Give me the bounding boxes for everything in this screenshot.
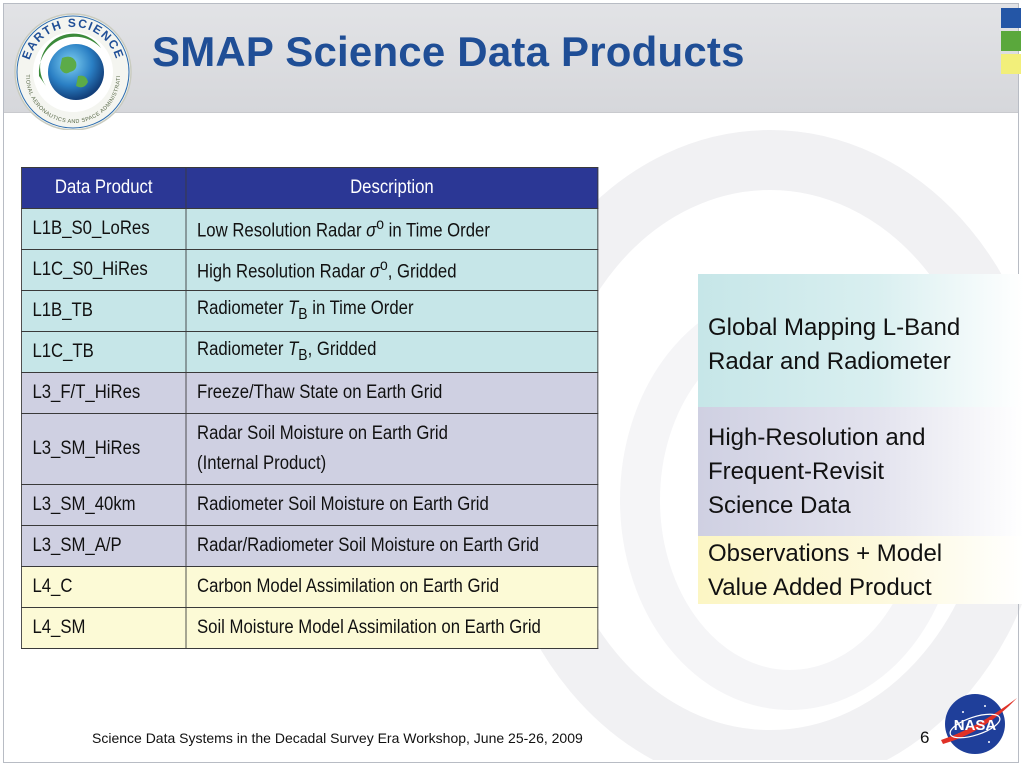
table-row: L1C_S0_HiRes High Resolution Radar σo, G…	[21, 249, 599, 291]
product-cell: L3_SM_HiRes	[21, 413, 187, 485]
header-data-product: Data Product	[21, 167, 187, 209]
description-cell: Radar/Radiometer Soil Moisture on Earth …	[185, 525, 599, 567]
description-cell: Freeze/Thaw State on Earth Grid	[185, 372, 599, 414]
side-box-line: Global Mapping L-Band	[708, 314, 961, 341]
description-cell: Low Resolution Radar σo in Time Order	[185, 208, 599, 250]
table-row: L4_C Carbon Model Assimilation on Earth …	[21, 566, 599, 608]
side-box-line: Science Data	[708, 492, 851, 519]
page-number: 6	[920, 728, 930, 747]
table-row: L3_SM_40km Radiometer Soil Moisture on E…	[21, 484, 599, 526]
product-cell: L1C_S0_HiRes	[21, 249, 187, 291]
footer-text: Science Data Systems in the Decadal Surv…	[92, 730, 583, 746]
description-text-end: , Gridded	[387, 261, 457, 283]
description-text: Radiometer	[197, 339, 289, 361]
product-cell: L1B_S0_LoRes	[21, 208, 187, 250]
side-box-high-resolution: High-Resolution and Frequent-Revisit Sci…	[698, 407, 1024, 536]
sigma-symbol: σ	[369, 261, 380, 283]
green-square	[1001, 31, 1021, 51]
earth-science-logo: EARTH SCIENCE NATIONAL AERONAUTICS AND S…	[6, 6, 132, 130]
side-box-line: Radar and Radiometer	[708, 348, 951, 375]
slide-title: SMAP Science Data Products	[152, 28, 745, 75]
table-row: L1B_TB Radiometer TB in Time Order	[21, 290, 599, 332]
side-box-line: High-Resolution and	[708, 424, 926, 451]
description-cell: Radiometer TB in Time Order	[185, 290, 599, 332]
description-text: Low Resolution Radar	[197, 220, 367, 242]
description-cell: Soil Moisture Model Assimilation on Eart…	[185, 607, 599, 649]
data-products-table: Data Product Description L1B_S0_LoRes Lo…	[21, 167, 599, 649]
description-cell: High Resolution Radar σo, Gridded	[185, 249, 599, 291]
tb-symbol: T	[288, 339, 299, 361]
description-cell: Carbon Model Assimilation on Earth Grid	[185, 566, 599, 608]
description-text-end: in Time Order	[384, 220, 490, 242]
side-box-line: Frequent-Revisit	[708, 458, 885, 485]
product-cell: L4_SM	[21, 607, 187, 649]
side-box-line: Value Added Product	[708, 574, 932, 601]
description-text: High Resolution Radar	[197, 261, 370, 283]
superscript-o: o	[376, 215, 384, 233]
table-row: L4_SM Soil Moisture Model Assimilation o…	[21, 607, 599, 649]
description-cell: Radiometer Soil Moisture on Earth Grid	[185, 484, 599, 526]
product-cell: L4_C	[21, 566, 187, 608]
nasa-meatball-logo: NASA	[941, 694, 1017, 754]
product-cell: L1C_TB	[21, 331, 187, 373]
description-text: Radiometer	[197, 298, 289, 320]
tb-symbol: T	[288, 298, 299, 320]
blue-square	[1001, 8, 1021, 28]
table-row: L1C_TB Radiometer TB, Gridded	[21, 331, 599, 373]
yellow-square	[1001, 54, 1021, 74]
table-row: L3_SM_HiRes Radar Soil Moisture on Earth…	[21, 413, 599, 485]
product-cell: L3_SM_A/P	[21, 525, 187, 567]
corner-squares	[1001, 8, 1021, 77]
sigma-symbol: σ	[366, 220, 377, 242]
description-text-end: , Gridded	[307, 339, 377, 361]
description-line-2: (Internal Product)	[197, 453, 327, 474]
description-line-1: Radar Soil Moisture on Earth Grid	[197, 423, 448, 444]
description-text-end: in Time Order	[307, 298, 414, 320]
side-box-observations-model: Observations + Model Value Added Product	[698, 536, 1024, 604]
nasa-logo-text: NASA	[954, 717, 997, 734]
superscript-o: o	[379, 256, 388, 274]
product-cell: L3_SM_40km	[21, 484, 187, 526]
description-cell: Radiometer TB, Gridded	[185, 331, 599, 373]
table-row: L3_F/T_HiRes Freeze/Thaw State on Earth …	[21, 372, 599, 414]
product-cell: L3_F/T_HiRes	[21, 372, 187, 414]
subscript-b: B	[298, 346, 308, 364]
side-box-line: Observations + Model	[708, 540, 943, 567]
subscript-b: B	[298, 305, 308, 323]
table-row: L3_SM_A/P Radar/Radiometer Soil Moisture…	[21, 525, 599, 567]
header-description: Description	[185, 167, 599, 209]
product-cell: L1B_TB	[21, 290, 187, 332]
side-box-global-mapping: Global Mapping L-Band Radar and Radiomet…	[698, 274, 1024, 407]
table-row: L1B_S0_LoRes Low Resolution Radar σo in …	[21, 208, 599, 250]
table-header-row: Data Product Description	[21, 167, 599, 209]
description-cell: Radar Soil Moisture on Earth Grid (Inter…	[185, 413, 599, 485]
header-band	[4, 4, 1018, 113]
